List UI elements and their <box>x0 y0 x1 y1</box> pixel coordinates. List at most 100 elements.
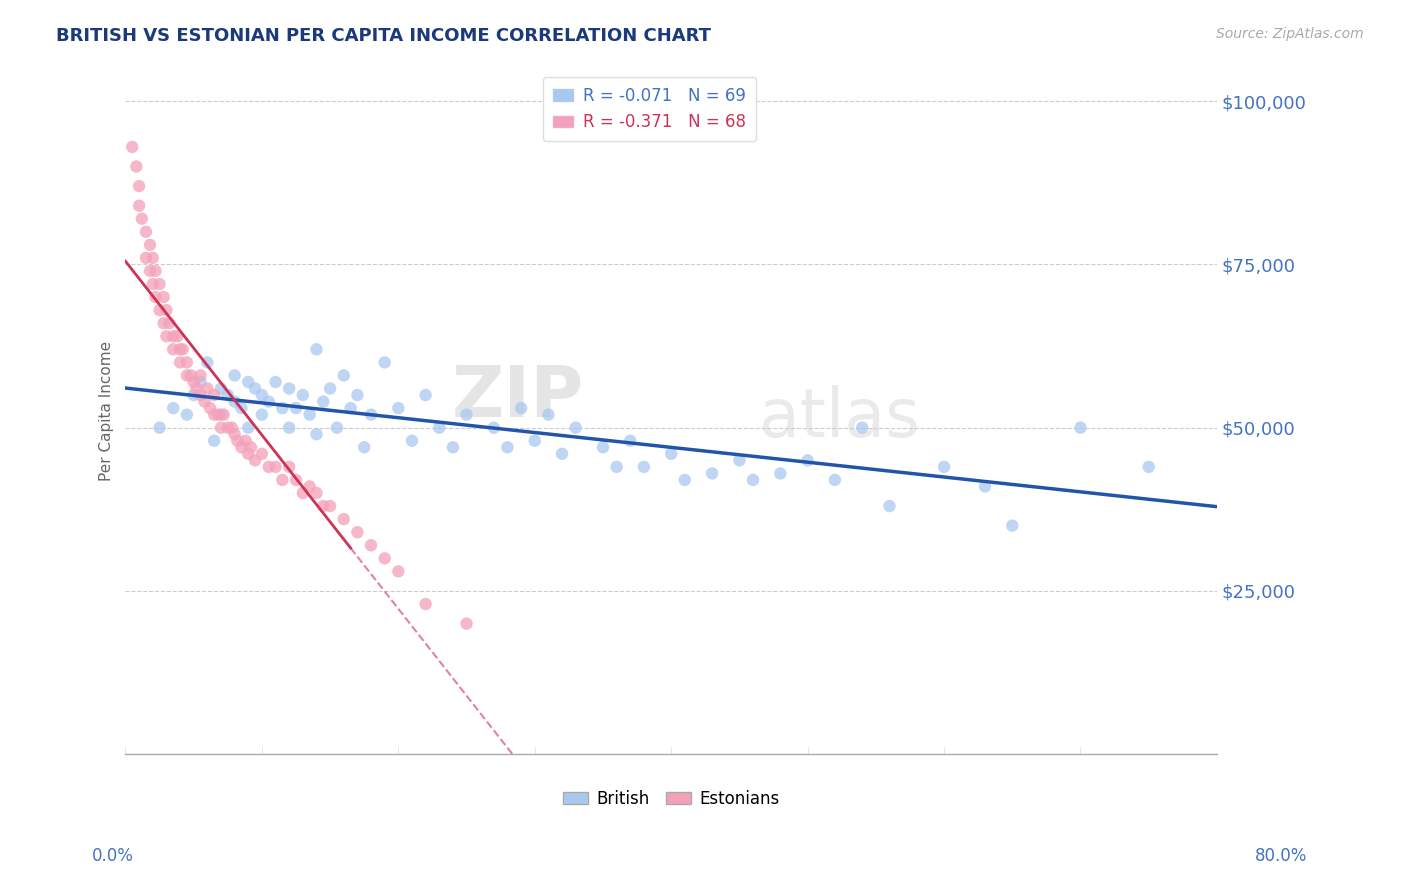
Point <box>202 388 225 402</box>
Point <box>250 408 273 422</box>
Point <box>224 427 246 442</box>
Point <box>271 401 294 416</box>
Point <box>374 355 396 369</box>
Point <box>212 408 235 422</box>
Point <box>319 382 342 396</box>
Point <box>285 401 308 416</box>
Point <box>291 486 314 500</box>
Point <box>128 179 150 194</box>
Point <box>551 447 574 461</box>
Point <box>139 264 162 278</box>
Point <box>186 382 208 396</box>
Point <box>305 343 328 357</box>
Point <box>510 401 533 416</box>
Point <box>606 459 628 474</box>
Point <box>291 388 314 402</box>
Point <box>659 447 682 461</box>
Point <box>278 420 301 434</box>
Point <box>209 408 232 422</box>
Point <box>298 408 321 422</box>
Point <box>1001 518 1024 533</box>
Point <box>319 499 342 513</box>
Point <box>224 394 246 409</box>
Point <box>169 355 191 369</box>
Point <box>190 388 212 402</box>
Point <box>285 473 308 487</box>
Point <box>264 459 287 474</box>
Point <box>226 434 249 448</box>
Point <box>162 343 184 357</box>
Y-axis label: Per Capita Income: Per Capita Income <box>100 342 114 482</box>
Point <box>332 368 354 383</box>
Point <box>142 277 165 291</box>
Point <box>673 473 696 487</box>
Point <box>742 473 765 487</box>
Point <box>183 375 205 389</box>
Point <box>415 597 437 611</box>
Point <box>207 408 229 422</box>
Point <box>217 420 239 434</box>
Point <box>166 329 188 343</box>
Point <box>176 408 198 422</box>
Point <box>353 440 375 454</box>
Point <box>176 355 198 369</box>
Point <box>332 512 354 526</box>
Point <box>209 420 232 434</box>
Text: BRITISH VS ESTONIAN PER CAPITA INCOME CORRELATION CHART: BRITISH VS ESTONIAN PER CAPITA INCOME CO… <box>56 27 711 45</box>
Point <box>231 440 253 454</box>
Point <box>125 160 148 174</box>
Point <box>238 375 260 389</box>
Text: 0.0%: 0.0% <box>91 847 134 865</box>
Point <box>305 486 328 500</box>
Point <box>1069 420 1091 434</box>
Point <box>202 408 225 422</box>
Point <box>523 434 546 448</box>
Point <box>162 401 184 416</box>
Point <box>135 251 157 265</box>
Point <box>456 408 478 422</box>
Point <box>180 368 202 383</box>
Point <box>152 316 174 330</box>
Point <box>176 368 198 383</box>
Point <box>240 440 263 454</box>
Point <box>235 434 257 448</box>
Point <box>243 453 266 467</box>
Point <box>243 382 266 396</box>
Point <box>879 499 901 513</box>
Point <box>139 237 162 252</box>
Point <box>148 303 170 318</box>
Point <box>851 420 873 434</box>
Point <box>148 277 170 291</box>
Point <box>198 401 221 416</box>
Point <box>142 251 165 265</box>
Point <box>401 434 423 448</box>
Point <box>456 616 478 631</box>
Point <box>195 355 218 369</box>
Point <box>155 329 177 343</box>
Point <box>172 343 194 357</box>
Point <box>346 388 368 402</box>
Text: atlas: atlas <box>758 385 920 451</box>
Point <box>312 394 335 409</box>
Point <box>162 329 184 343</box>
Point <box>250 388 273 402</box>
Point <box>592 440 614 454</box>
Point <box>121 140 143 154</box>
Point <box>131 211 153 226</box>
Point <box>190 368 212 383</box>
Point <box>195 382 218 396</box>
Point <box>387 401 409 416</box>
Point <box>257 394 280 409</box>
Point <box>298 479 321 493</box>
Point <box>326 420 349 434</box>
Point <box>339 401 361 416</box>
Point <box>152 290 174 304</box>
Point <box>135 225 157 239</box>
Point <box>564 420 586 434</box>
Point <box>257 459 280 474</box>
Point <box>427 420 450 434</box>
Point <box>496 440 519 454</box>
Point <box>128 199 150 213</box>
Point <box>346 525 368 540</box>
Point <box>148 420 170 434</box>
